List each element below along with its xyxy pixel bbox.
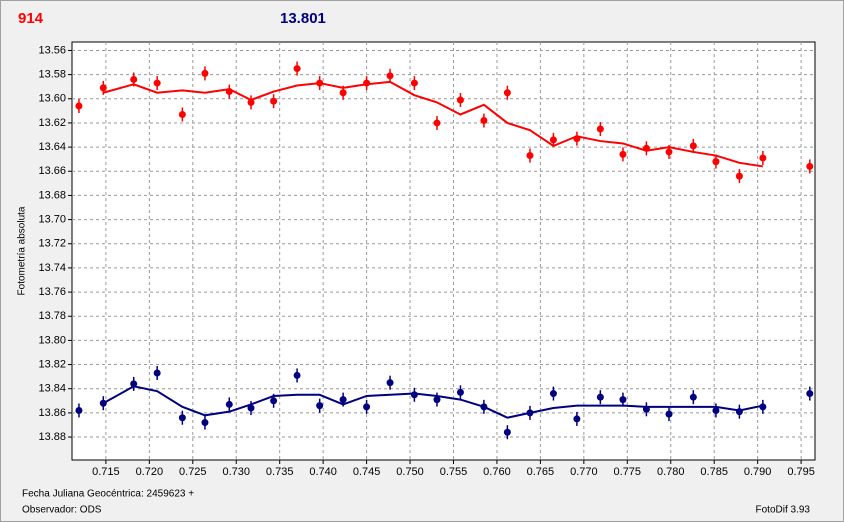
x-tick-label: 0.795 [787, 466, 815, 478]
data-point [526, 152, 534, 160]
plot-area [71, 41, 816, 461]
x-tick-label: 0.755 [440, 466, 468, 478]
x-tick-label: 0.770 [570, 466, 598, 478]
data-point [712, 406, 720, 414]
y-tick-label: 13.56 [38, 44, 66, 56]
data-point [225, 400, 233, 408]
data-point [503, 89, 511, 97]
data-point [596, 125, 604, 133]
data-point [456, 96, 464, 104]
y-tick-label: 13.84 [38, 383, 66, 395]
data-point [596, 393, 604, 401]
data-point [270, 397, 278, 405]
y-tick-label: 13.88 [38, 431, 66, 443]
data-point [339, 396, 347, 404]
data-point [619, 150, 627, 158]
header-left: 914 [18, 10, 44, 27]
version: FotoDif 3.93 [756, 505, 811, 516]
data-point [386, 379, 394, 387]
data-point [316, 402, 324, 410]
y-tick-label: 13.70 [38, 213, 66, 225]
data-point [503, 428, 511, 436]
data-point [665, 410, 673, 418]
x-tick-label: 0.760 [483, 466, 511, 478]
y-tick-label: 13.60 [38, 93, 66, 105]
x-tick-label: 0.740 [309, 466, 337, 478]
x-tick-label: 0.725 [179, 466, 207, 478]
data-point [806, 162, 814, 170]
x-tick-label: 0.730 [222, 466, 250, 478]
data-point [178, 110, 186, 118]
data-point [619, 396, 627, 404]
data-point [689, 393, 697, 401]
data-point [247, 98, 255, 106]
data-point [130, 380, 138, 388]
trend-line [103, 80, 764, 168]
x-tick-label: 0.790 [744, 466, 772, 478]
data-point [293, 65, 301, 73]
x-tick-label: 0.745 [353, 466, 381, 478]
x-tick-label: 0.785 [700, 466, 728, 478]
data-point [178, 414, 186, 422]
data-point [153, 369, 161, 377]
data-point [549, 136, 557, 144]
x-tick-label: 0.765 [527, 466, 555, 478]
data-point [759, 154, 767, 162]
data-point [386, 72, 394, 80]
data-point [201, 69, 209, 77]
data-point [270, 97, 278, 105]
x-tick-label: 0.780 [657, 466, 685, 478]
data-point [735, 172, 743, 180]
data-point [247, 404, 255, 412]
data-point [480, 117, 488, 125]
y-tick-label: 13.74 [38, 262, 66, 274]
data-point [573, 415, 581, 423]
data-point [99, 84, 107, 92]
data-point [130, 75, 138, 83]
data-point [665, 148, 673, 156]
data-point [549, 390, 557, 398]
y-tick-label: 13.72 [38, 238, 66, 250]
y-tick-label: 13.68 [38, 189, 66, 201]
y-tick-label: 13.62 [38, 117, 66, 129]
data-point [712, 158, 720, 166]
data-point [363, 403, 371, 411]
x-tick-label: 0.735 [266, 466, 294, 478]
data-point [410, 79, 418, 87]
data-point [75, 102, 83, 110]
data-point [293, 371, 301, 379]
x-tick-label: 0.715 [92, 466, 120, 478]
y-tick-label: 13.86 [38, 407, 66, 419]
data-point [806, 390, 814, 398]
y-tick-label: 13.58 [38, 69, 66, 81]
data-point [433, 396, 441, 404]
y-tick-label: 13.82 [38, 358, 66, 370]
observer: Observador: ODS [22, 505, 102, 516]
data-point [201, 419, 209, 427]
data-point [433, 119, 441, 127]
x-tick-label: 0.775 [614, 466, 642, 478]
data-point [75, 406, 83, 414]
header-right: 13.801 [280, 10, 326, 27]
x-axis-label: Fecha Juliana Geocéntrica: 2459623 + [22, 489, 194, 500]
y-tick-label: 13.78 [38, 310, 66, 322]
data-point [689, 142, 697, 150]
data-point [456, 388, 464, 396]
data-point [339, 89, 347, 97]
y-tick-label: 13.64 [38, 141, 66, 153]
y-tick-label: 13.76 [38, 286, 66, 298]
y-tick-label: 13.66 [38, 165, 66, 177]
trend-line [102, 385, 764, 419]
data-point [153, 79, 161, 87]
y-axis-label: Fotometría absoluta [17, 206, 28, 295]
x-tick-label: 0.750 [396, 466, 424, 478]
x-tick-label: 0.720 [136, 466, 164, 478]
y-tick-label: 13.80 [38, 334, 66, 346]
